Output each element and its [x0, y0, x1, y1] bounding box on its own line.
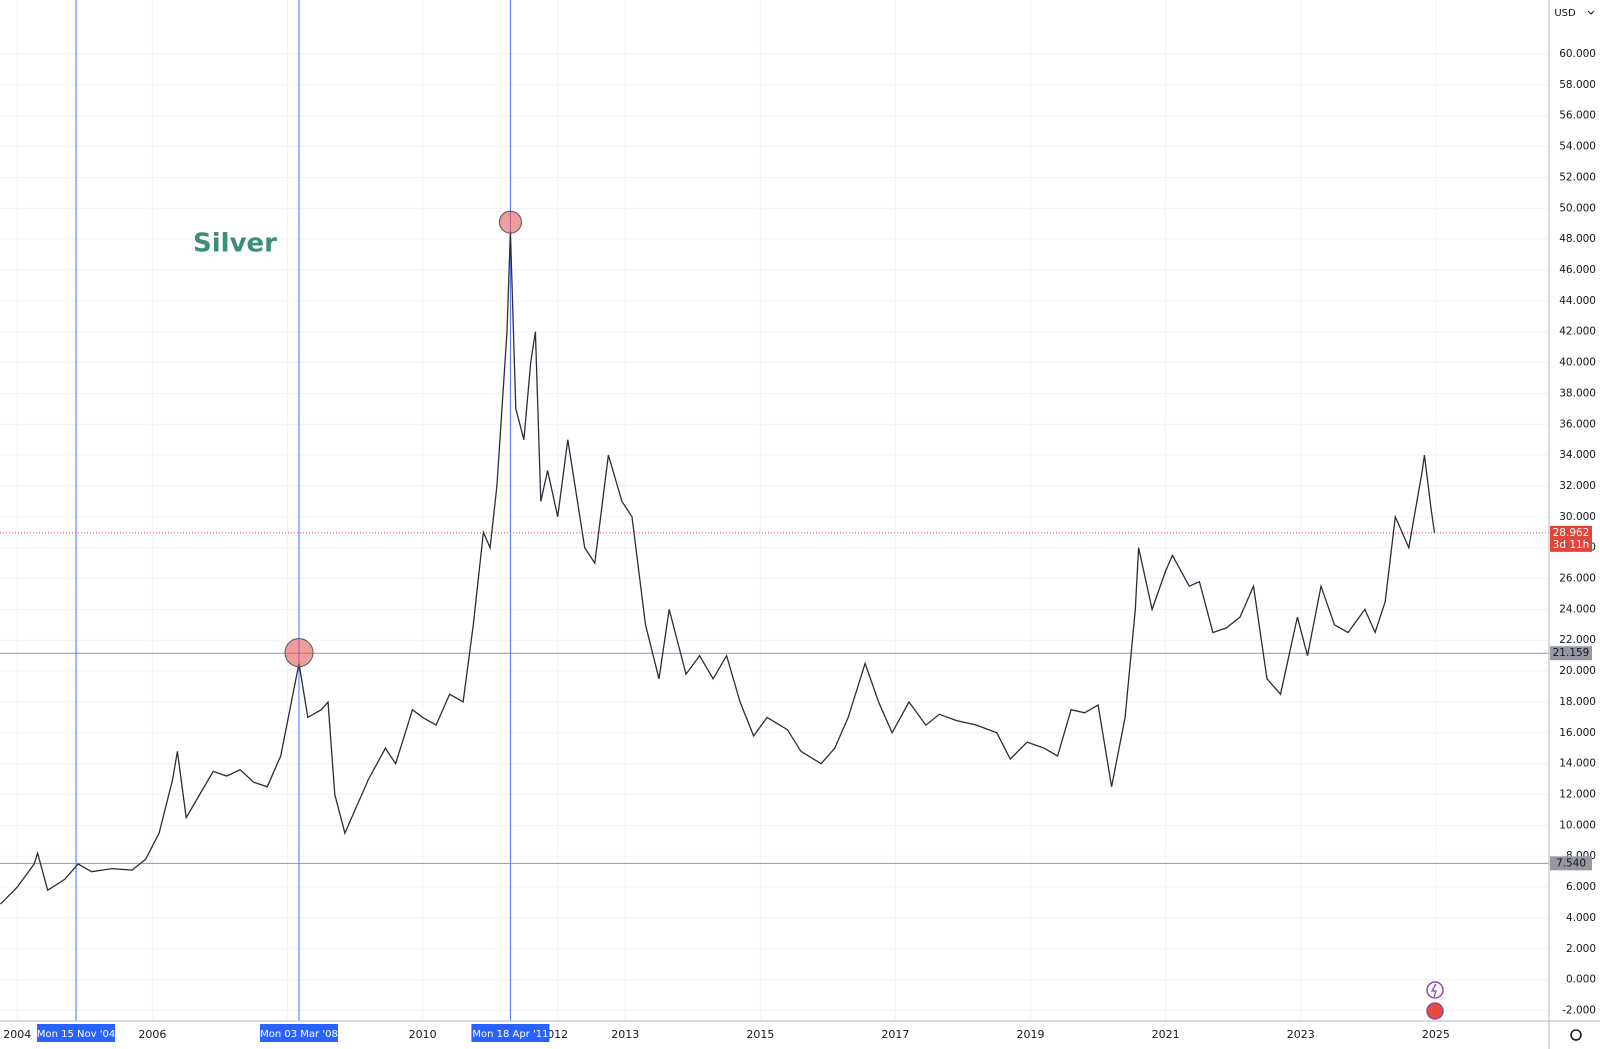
event-icons[interactable] — [1426, 981, 1444, 1020]
y-tick-label: 14.000 — [1559, 758, 1596, 770]
price-label-box — [1550, 856, 1592, 871]
y-tick-label: 6.000 — [1566, 881, 1596, 893]
date-label-box — [471, 1024, 550, 1042]
x-tick-label: 2025 — [1422, 1028, 1450, 1041]
y-tick-label: 46.000 — [1559, 264, 1596, 276]
series — [0, 210, 1436, 905]
price-label-box — [1550, 646, 1592, 661]
y-tick-label: 54.000 — [1559, 141, 1596, 153]
y-tick-label: 52.000 — [1559, 171, 1596, 183]
y-tick-label: -2.000 — [1562, 1005, 1596, 1017]
y-tick-label: 42.000 — [1559, 326, 1596, 338]
x-tick-label: 2004 — [3, 1028, 31, 1041]
y-tick-label: 22.000 — [1559, 634, 1596, 646]
x-tick-label: 2023 — [1287, 1028, 1315, 1041]
chart-title: Silver — [193, 229, 277, 259]
date-label: Mon 18 Apr '11 — [472, 1029, 548, 1040]
y-tick-label: 2.000 — [1566, 943, 1596, 955]
price-countdown: 3d 11h — [1553, 539, 1590, 551]
y-tick-label: 58.000 — [1559, 79, 1596, 91]
y-tick-label: 32.000 — [1559, 480, 1596, 492]
axes: -2.0000.0002.0004.0006.0008.00010.00012.… — [3, 48, 1596, 1042]
currency-button[interactable]: USD — [1554, 8, 1595, 19]
y-tick-label: 56.000 — [1559, 110, 1596, 122]
grid — [0, 0, 1549, 1021]
x-tick-label: 2021 — [1152, 1028, 1180, 1041]
annotation-lines — [0, 0, 1549, 1021]
y-tick-label: 36.000 — [1559, 418, 1596, 430]
x-tick-label: 2006 — [138, 1028, 166, 1041]
highlight-circle — [498, 210, 522, 234]
price-line — [0, 231, 1436, 905]
flag-icon[interactable] — [1426, 1002, 1444, 1020]
y-tick-label: 24.000 — [1559, 603, 1596, 615]
y-tick-label: 50.000 — [1559, 202, 1596, 214]
y-tick-label: 26.000 — [1559, 573, 1596, 585]
price-label: 21.159 — [1553, 647, 1590, 659]
y-tick-label: 16.000 — [1559, 727, 1596, 739]
settings-icon[interactable] — [1570, 1029, 1582, 1041]
date-label-box — [259, 1024, 338, 1042]
highlight-circle — [284, 638, 314, 668]
y-tick-label: 44.000 — [1559, 295, 1596, 307]
y-tick-label: 34.000 — [1559, 449, 1596, 461]
x-tick-label: 2019 — [1017, 1028, 1045, 1041]
x-tick-label: 012 — [547, 1028, 568, 1041]
dropdown-caret[interactable] — [1587, 10, 1595, 15]
x-tick-label: 2013 — [611, 1028, 639, 1041]
price-label: 7.540 — [1556, 857, 1586, 869]
y-tick-label: 40.000 — [1559, 357, 1596, 369]
currency-label[interactable]: USD — [1554, 8, 1576, 19]
y-tick-label: 10.000 — [1559, 819, 1596, 831]
settings-button[interactable] — [1570, 1029, 1582, 1041]
price-label: 28.962 — [1553, 527, 1590, 539]
y-tick-label: 38.000 — [1559, 387, 1596, 399]
date-label-box — [37, 1024, 116, 1042]
date-label: Mon 03 Mar '08 — [260, 1029, 338, 1040]
y-tick-label: 0.000 — [1566, 974, 1596, 986]
y-tick-label: 60.000 — [1559, 48, 1596, 60]
price-label-box — [1550, 525, 1592, 552]
y-tick-label: 12.000 — [1559, 789, 1596, 801]
y-tick-label: 20.000 — [1559, 665, 1596, 677]
y-tick-label: 18.000 — [1559, 696, 1596, 708]
event-icon[interactable] — [1426, 981, 1444, 999]
x-tick-label: 2010 — [409, 1028, 437, 1041]
x-tick-label: 2017 — [881, 1028, 909, 1041]
event-icon-bolt — [1430, 983, 1437, 998]
x-tick-label: 2015 — [746, 1028, 774, 1041]
date-label: Mon 15 Nov '04 — [37, 1029, 115, 1040]
y-tick-label: 30.000 — [1559, 511, 1596, 523]
y-tick-label: 4.000 — [1566, 912, 1596, 924]
y-tick-label: 48.000 — [1559, 233, 1596, 245]
